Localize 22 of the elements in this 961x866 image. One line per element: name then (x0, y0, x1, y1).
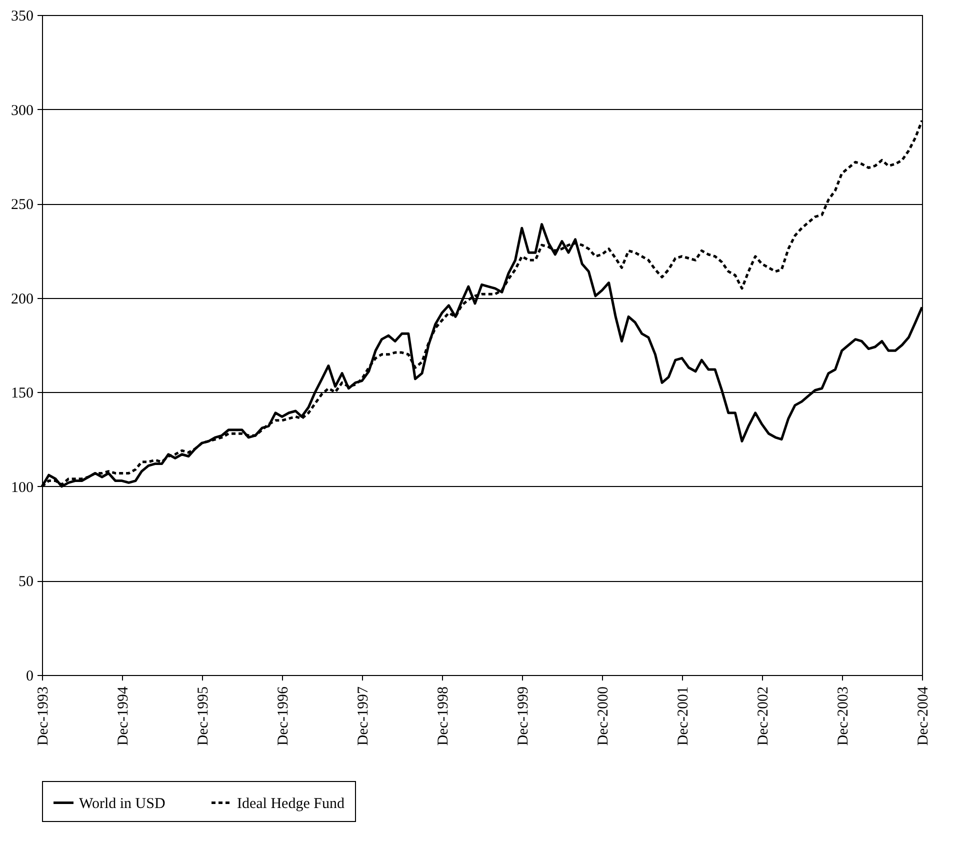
x-tick-label: Dec-1994 (115, 686, 132, 746)
legend-label: World in USD (79, 796, 166, 812)
x-tick-label: Dec-1999 (515, 686, 532, 746)
y-tick-label: 300 (11, 102, 34, 119)
y-tick-label: 100 (11, 480, 34, 496)
y-tick-label: 350 (11, 8, 34, 24)
y-tick-label: 50 (18, 574, 34, 590)
x-tick-label: Dec-2003 (835, 686, 852, 746)
legend-label: Ideal Hedge Fund (237, 796, 345, 812)
x-tick-label: Dec-1997 (355, 686, 372, 746)
x-tick-label: Dec-1998 (435, 686, 452, 746)
x-tick-label: Dec-2001 (675, 686, 692, 746)
y-tick-label: 150 (11, 386, 34, 402)
y-tick-label: 0 (26, 668, 34, 684)
y-tick-label: 250 (11, 197, 34, 214)
x-tick-label: Dec-2000 (596, 686, 612, 746)
x-tick-label: Dec-1995 (195, 686, 212, 746)
x-tick-label: Dec-2002 (755, 686, 772, 746)
x-tick-label: Dec-1993 (36, 686, 52, 746)
x-tick-label: Dec-2004 (916, 686, 932, 746)
x-tick-label: Dec-1996 (276, 686, 292, 746)
y-tick-label: 200 (11, 291, 34, 308)
